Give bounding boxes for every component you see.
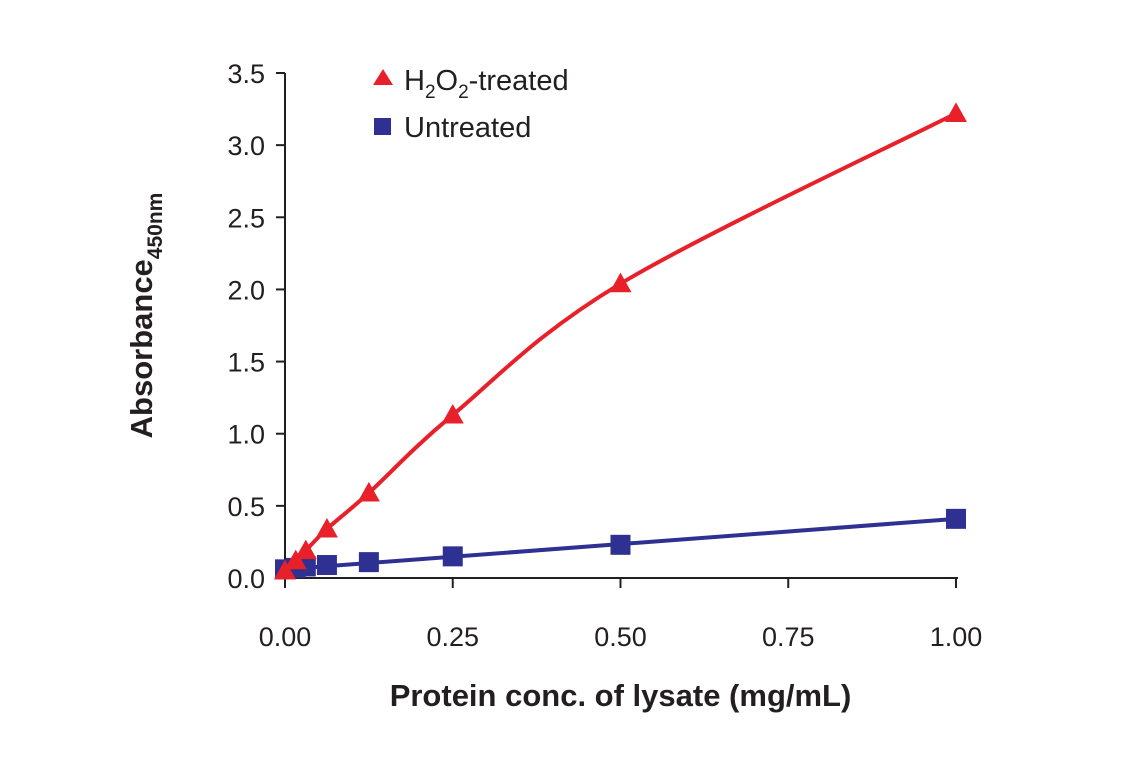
legend-label: H2O2-treated	[404, 65, 569, 103]
legend-label: Untreated	[404, 112, 531, 144]
y-axis-title-subscript: 450nm	[144, 193, 167, 260]
axis-titles: Protein conc. of lysate (mg/mL) Absorbanc…	[124, 193, 851, 713]
data-point	[945, 102, 967, 122]
series-line	[283, 111, 958, 573]
y-tick-label: 1.0	[227, 420, 265, 450]
data-point	[441, 403, 464, 424]
series-h2o2-treated	[274, 102, 967, 580]
x-tick-label: 0.50	[594, 622, 647, 652]
legend-text-part: O	[436, 65, 459, 97]
data-point	[315, 517, 338, 538]
series-layer	[274, 102, 967, 580]
data-point	[274, 559, 296, 580]
y-tick-label: 3.5	[227, 59, 265, 89]
y-tick-label: 0.0	[227, 564, 265, 594]
data-point	[358, 552, 379, 573]
x-tick-label: 0.00	[259, 622, 312, 652]
series-untreated	[275, 508, 966, 580]
x-tick-label: 0.25	[426, 622, 479, 652]
legend-subscript: 2	[458, 82, 469, 103]
y-tick-label: 2.5	[227, 203, 265, 233]
data-point	[610, 534, 631, 555]
y-tick-label: 0.5	[227, 492, 265, 522]
data-point	[609, 272, 632, 293]
x-axis-title: Protein conc. of lysate (mg/mL)	[390, 678, 852, 713]
data-point	[357, 481, 380, 502]
legend-item-untreated: Untreated	[374, 112, 531, 144]
data-point	[294, 539, 317, 560]
x-tick-label: 0.75	[762, 622, 815, 652]
y-tick-label: 1.5	[227, 348, 265, 378]
data-point	[284, 549, 307, 570]
y-tick-label: 2.0	[227, 275, 265, 305]
data-point	[442, 546, 463, 567]
legend-subscript: 2	[425, 82, 436, 103]
data-point	[316, 555, 337, 576]
y-tick-label: 3.0	[227, 131, 265, 161]
y-axis-title-main: Absorbance	[124, 259, 159, 438]
data-point	[946, 508, 966, 529]
legend-text-part: H	[404, 65, 425, 97]
legend-triangle-marker	[373, 69, 393, 85]
legend-text-part: -treated	[469, 65, 569, 97]
x-tick-label: 1.00	[930, 622, 983, 652]
legend-item-h2o2-treated: H2O2-treated	[373, 65, 569, 103]
axes: 0.0 0.5 1.0 1.5 2.0 2.5 3.0 3.5 0.00 0.25 0.50 0.75…	[227, 59, 982, 652]
legend-square-marker	[374, 118, 391, 135]
y-axis-title: Absorbance450nm	[124, 193, 167, 439]
